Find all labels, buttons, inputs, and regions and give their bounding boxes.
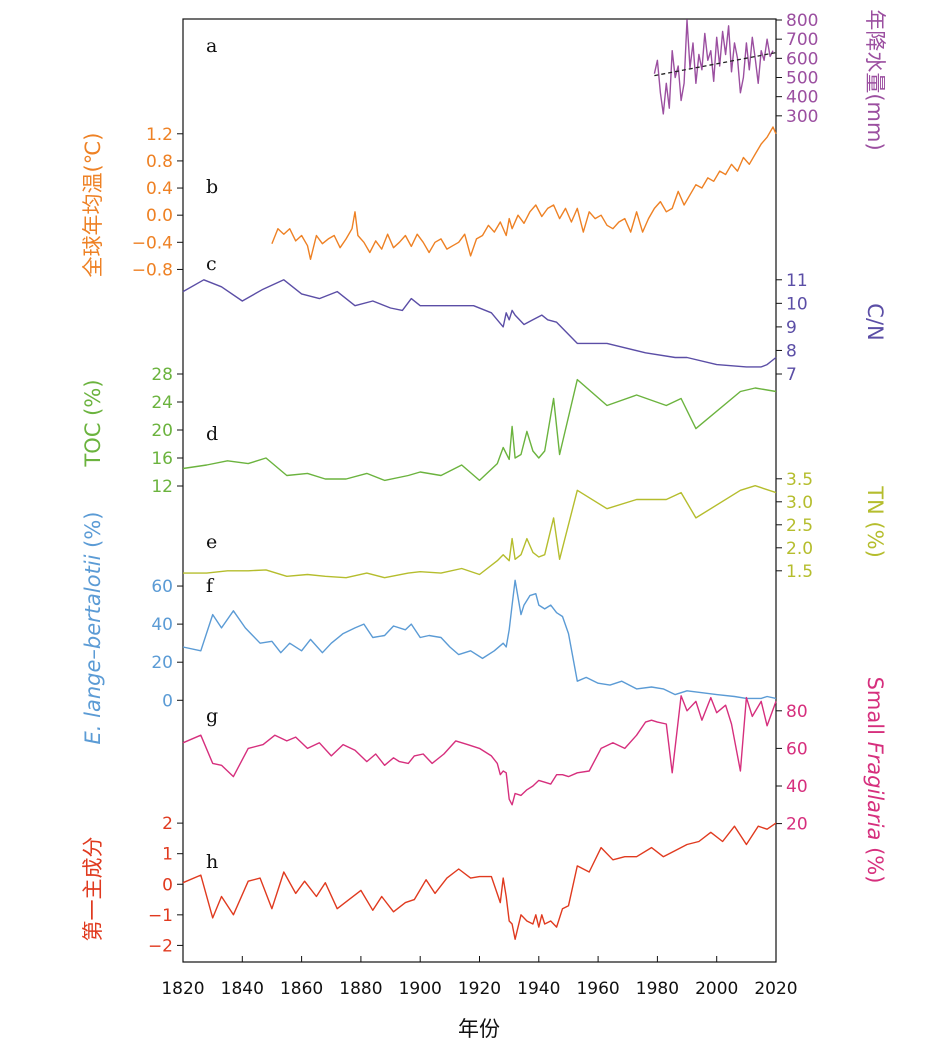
x-tick-label: 1840 (221, 979, 264, 999)
panel-f-series-line (182, 579, 777, 700)
panel-h: −2 −1 0 1 2 h 第一主成分 (81, 814, 777, 956)
panel-c-letter: c (206, 253, 217, 275)
panel-h-y-tick-label: 0 (162, 875, 173, 895)
x-tick-label: 1960 (576, 979, 619, 999)
panel-e-letter: e (206, 531, 217, 553)
panel-a-axis-title-text: 年降水量(mm) (863, 9, 887, 150)
x-axis-title: 年份 (458, 1017, 500, 1041)
x-tick-label: 1820 (161, 979, 204, 999)
panel-f-y-tick-label: 60 (151, 577, 173, 597)
panel-c-y-tick-label: 9 (786, 318, 797, 338)
panel-a-y-tick-label: 700 (786, 30, 818, 50)
panel-a-y-tick-label: 500 (786, 69, 818, 89)
panel-g-y-tick-label: 60 (786, 739, 808, 759)
panel-a-axis-title: 年降水量(mm) (863, 9, 887, 150)
panel-b-y-tick-label: 0.4 (146, 179, 173, 199)
x-tick-label: 1980 (636, 979, 679, 999)
panel-g: 20 40 60 80 g Small Fragilaria (%) (182, 677, 887, 884)
panel-b-y-tick-label: 0.0 (146, 206, 173, 226)
panel-d-y-tick-label: 24 (151, 393, 173, 413)
panel-c-y-tick-label: 7 (786, 365, 797, 385)
panel-g-y-tick-label: 80 (786, 702, 808, 722)
panel-b: −0.8 −0.4 0.0 0.4 0.8 1.2 b 全球年均温(℃) (81, 125, 777, 280)
x-tick-label: 2000 (695, 979, 738, 999)
panel-e-y-tick-label: 1.5 (786, 562, 813, 582)
panel-f-y-tick-label: 20 (151, 653, 173, 673)
x-tick-label: 1860 (280, 979, 323, 999)
panel-b-y-tick-label: −0.4 (132, 233, 173, 253)
panel-g-series-line (182, 695, 777, 806)
panel-d-letter: d (206, 423, 218, 445)
panel-c-y-tick-label: 8 (786, 341, 797, 361)
panel-g-axis-title-prefix: Small (863, 677, 887, 742)
panel-d-y-tick-label: 12 (151, 477, 173, 497)
panel-f-y-tick-label: 40 (151, 615, 173, 635)
panel-a-letter: a (206, 35, 217, 57)
panel-b-y-tick-label: −0.8 (132, 260, 173, 280)
panel-g-axis-title-text: (%) (863, 840, 887, 883)
panel-a-series-line (653, 19, 774, 115)
panel-g-y-tick-label: 40 (786, 777, 808, 797)
x-tick-label: 1880 (339, 979, 382, 999)
panel-b-y-tick-label: 0.8 (146, 152, 173, 172)
panel-c-series-line (182, 279, 777, 368)
panel-h-y-tick-label: −1 (148, 906, 173, 926)
panel-c-y-tick-label: 11 (786, 271, 808, 291)
panel-h-letter: h (206, 851, 218, 873)
panel-f-letter: f (206, 575, 215, 597)
panel-d-y-tick-label: 20 (151, 421, 173, 441)
panel-c-axis-title: C/N (863, 303, 887, 340)
x-tick-label: 1940 (517, 979, 560, 999)
panel-d-axis-title-text: TOC (%) (81, 379, 105, 467)
panel-c-y-tick-label: 10 (786, 294, 808, 314)
panel-g-axis-title-italic: Fragilaria (863, 742, 887, 841)
panel-g-y-tick-label: 20 (786, 815, 808, 835)
panel-f-axis-title: E. lange–bertalotii (%) (81, 512, 105, 745)
x-axis: 1820 1840 1860 1880 1900 1920 1940 1960 1980 2000… (161, 956, 798, 999)
panel-d-series-line (182, 378, 777, 482)
panel-f-axis-title-text: (%) (81, 512, 105, 555)
panel-f-y-tick-label: 0 (162, 691, 173, 711)
panel-h-y-tick-label: 2 (162, 814, 173, 834)
panel-h-y-tick-label: 1 (162, 845, 173, 865)
panel-h-axis-title-text: 第一主成分 (81, 837, 105, 942)
panel-f: 0 20 40 60 f E. lange–bertalotii (%) (81, 512, 777, 745)
panel-b-axis-title-text: 全球年均温(℃) (81, 133, 105, 278)
panel-a-y-tick-label: 600 (786, 49, 818, 69)
x-tick-label: 1920 (458, 979, 501, 999)
panel-a-y-tick-label: 800 (786, 11, 818, 31)
panel-d-y-tick-label: 16 (151, 449, 173, 469)
plot-frame (182, 18, 777, 963)
panel-b-y-tick-label: 1.2 (146, 125, 173, 145)
panel-c: 7 8 9 10 11 c C/N (182, 253, 887, 385)
panel-d-axis-title: TOC (%) (81, 379, 105, 467)
panel-a-y-tick-label: 400 (786, 88, 818, 108)
panel-f-axis-title-italic: E. lange–bertalotii (81, 554, 105, 744)
panel-d-y-tick-label: 28 (151, 365, 173, 385)
panel-b-axis-title: 全球年均温(℃) (81, 133, 105, 278)
panel-e-y-tick-label: 3.5 (786, 470, 813, 490)
panel-e-series-line (183, 485, 777, 579)
panel-e-y-tick-label: 2.5 (786, 516, 813, 536)
panel-e-axis-title: TN (%) (863, 485, 887, 558)
panel-b-letter: b (206, 176, 218, 198)
panel-g-letter: g (206, 705, 218, 727)
panel-d: 12 16 20 24 28 d TOC (%) (81, 365, 777, 497)
panel-b-series-line (271, 126, 777, 260)
panel-e: 1.5 2.0 2.5 3.0 3.5 e TN (%) (183, 470, 887, 582)
panel-a-y-tick-label: 300 (786, 107, 818, 127)
panel-g-axis-title: Small Fragilaria (%) (863, 677, 887, 884)
panel-e-y-tick-label: 3.0 (786, 493, 813, 513)
panel-e-y-tick-label: 2.0 (786, 539, 813, 559)
panel-h-series-line (182, 822, 777, 940)
panel-e-axis-title-text: TN (%) (863, 485, 887, 558)
x-tick-label: 1900 (399, 979, 442, 999)
panel-h-y-tick-label: −2 (148, 936, 173, 956)
x-tick-label: 2020 (754, 979, 797, 999)
panel-h-axis-title: 第一主成分 (81, 837, 105, 942)
panel-c-axis-title-text: C/N (863, 303, 887, 340)
